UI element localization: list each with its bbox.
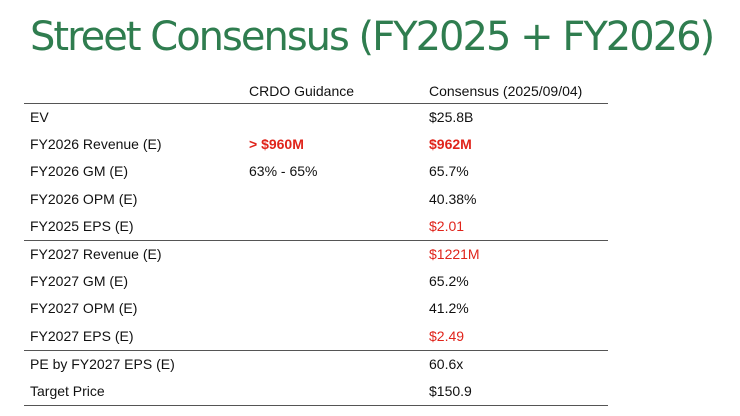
- consensus-table: CRDO Guidance Consensus (2025/09/04) EV …: [24, 80, 608, 407]
- row-consensus: 40.38%: [429, 190, 477, 207]
- row-guidance: > $960M: [249, 136, 304, 153]
- row-metric: PE by FY2027 EPS (E): [30, 355, 175, 372]
- table-row: FY2027 OPM (E) 41.2%: [24, 295, 608, 322]
- row-consensus: 41.2%: [429, 300, 469, 317]
- row-consensus: 60.6x: [429, 355, 464, 372]
- row-metric: Target Price: [30, 382, 105, 399]
- row-metric: FY2026 OPM (E): [30, 190, 138, 207]
- table-row: FY2026 OPM (E) 40.38%: [24, 186, 608, 213]
- row-consensus: 65.7%: [429, 163, 469, 180]
- table-row: FY2026 Revenue (E) > $960M $962M: [24, 131, 608, 158]
- row-consensus: $2.49: [429, 327, 465, 344]
- table-row: Target Price $150.9: [24, 378, 608, 407]
- table-row: FY2025 EPS (E) $2.01: [24, 213, 608, 241]
- table-row: FY2027 Revenue (E) $1221M: [24, 241, 608, 268]
- row-metric: FY2025 EPS (E): [30, 217, 134, 234]
- row-metric: FY2027 Revenue (E): [30, 245, 162, 262]
- table-row: EV $25.8B: [24, 104, 608, 131]
- table-header: CRDO Guidance Consensus (2025/09/04): [24, 80, 608, 104]
- table-row: FY2026 GM (E) 63% - 65% 65.7%: [24, 158, 608, 185]
- row-consensus: 65.2%: [429, 273, 469, 290]
- header-consensus: Consensus (2025/09/04): [429, 83, 583, 99]
- table-row: PE by FY2027 EPS (E) 60.6x: [24, 351, 608, 378]
- slide-title: Street Consensus (FY2025 + FY2026): [30, 14, 715, 60]
- row-metric: FY2027 EPS (E): [30, 327, 134, 344]
- row-metric: FY2027 OPM (E): [30, 300, 138, 317]
- row-guidance: 63% - 65%: [249, 163, 318, 180]
- row-consensus: $150.9: [429, 382, 472, 399]
- row-metric: FY2027 GM (E): [30, 273, 129, 290]
- row-metric: FY2026 GM (E): [30, 163, 129, 180]
- row-consensus: $2.01: [429, 217, 465, 234]
- table-row: FY2027 EPS (E) $2.49: [24, 323, 608, 351]
- table-row: FY2027 GM (E) 65.2%: [24, 268, 608, 295]
- row-consensus: $962M: [429, 136, 472, 153]
- row-metric: EV: [30, 109, 49, 125]
- row-metric: FY2026 Revenue (E): [30, 136, 162, 153]
- header-guidance: CRDO Guidance: [249, 83, 355, 99]
- row-consensus: $25.8B: [429, 109, 474, 125]
- row-consensus: $1221M: [429, 245, 480, 262]
